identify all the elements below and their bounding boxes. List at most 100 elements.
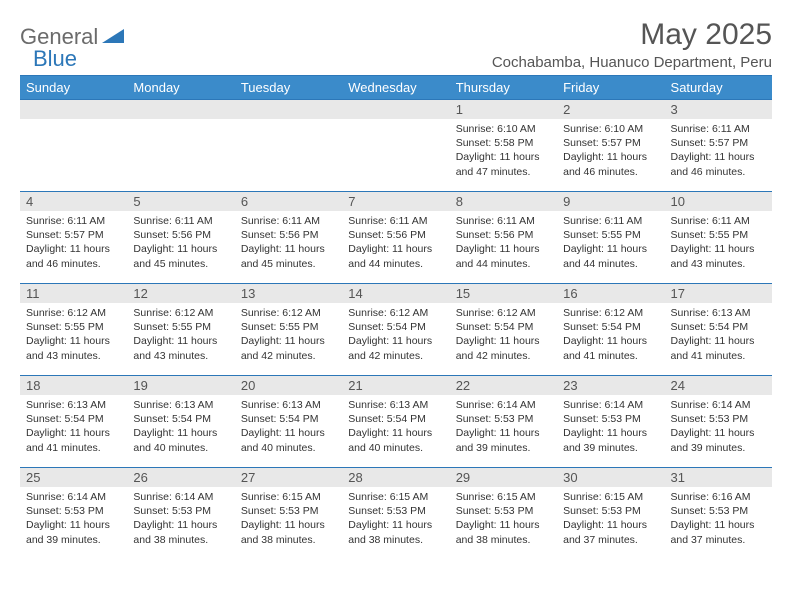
day-details: Sunrise: 6:12 AMSunset: 5:54 PMDaylight:… bbox=[342, 303, 449, 367]
calendar-cell: 23Sunrise: 6:14 AMSunset: 5:53 PMDayligh… bbox=[557, 376, 664, 468]
day-number: 23 bbox=[557, 376, 664, 395]
weekday-header: Sunday bbox=[20, 76, 127, 100]
day-number-empty bbox=[20, 100, 127, 119]
day-details: Sunrise: 6:14 AMSunset: 5:53 PMDaylight:… bbox=[665, 395, 772, 459]
day-number: 11 bbox=[20, 284, 127, 303]
calendar-cell: 4Sunrise: 6:11 AMSunset: 5:57 PMDaylight… bbox=[20, 192, 127, 284]
calendar-cell: 26Sunrise: 6:14 AMSunset: 5:53 PMDayligh… bbox=[127, 468, 234, 560]
day-details: Sunrise: 6:15 AMSunset: 5:53 PMDaylight:… bbox=[557, 487, 664, 551]
calendar-cell: 24Sunrise: 6:14 AMSunset: 5:53 PMDayligh… bbox=[665, 376, 772, 468]
day-details: Sunrise: 6:12 AMSunset: 5:55 PMDaylight:… bbox=[20, 303, 127, 367]
day-number: 24 bbox=[665, 376, 772, 395]
day-number: 20 bbox=[235, 376, 342, 395]
weekday-header: Friday bbox=[557, 76, 664, 100]
calendar-row: 1Sunrise: 6:10 AMSunset: 5:58 PMDaylight… bbox=[20, 100, 772, 192]
logo-text-blue: Blue bbox=[33, 46, 77, 72]
day-details: Sunrise: 6:12 AMSunset: 5:54 PMDaylight:… bbox=[450, 303, 557, 367]
day-number: 8 bbox=[450, 192, 557, 211]
calendar-cell: 10Sunrise: 6:11 AMSunset: 5:55 PMDayligh… bbox=[665, 192, 772, 284]
day-details: Sunrise: 6:11 AMSunset: 5:55 PMDaylight:… bbox=[665, 211, 772, 275]
calendar-row: 25Sunrise: 6:14 AMSunset: 5:53 PMDayligh… bbox=[20, 468, 772, 560]
day-details: Sunrise: 6:10 AMSunset: 5:57 PMDaylight:… bbox=[557, 119, 664, 183]
day-details: Sunrise: 6:12 AMSunset: 5:55 PMDaylight:… bbox=[127, 303, 234, 367]
day-number: 7 bbox=[342, 192, 449, 211]
calendar-cell: 19Sunrise: 6:13 AMSunset: 5:54 PMDayligh… bbox=[127, 376, 234, 468]
calendar-cell bbox=[342, 100, 449, 192]
day-details: Sunrise: 6:11 AMSunset: 5:57 PMDaylight:… bbox=[20, 211, 127, 275]
calendar-cell: 29Sunrise: 6:15 AMSunset: 5:53 PMDayligh… bbox=[450, 468, 557, 560]
weekday-header: Wednesday bbox=[342, 76, 449, 100]
day-details: Sunrise: 6:12 AMSunset: 5:54 PMDaylight:… bbox=[557, 303, 664, 367]
day-details: Sunrise: 6:11 AMSunset: 5:56 PMDaylight:… bbox=[342, 211, 449, 275]
day-details: Sunrise: 6:12 AMSunset: 5:55 PMDaylight:… bbox=[235, 303, 342, 367]
calendar-cell: 9Sunrise: 6:11 AMSunset: 5:55 PMDaylight… bbox=[557, 192, 664, 284]
calendar-cell: 28Sunrise: 6:15 AMSunset: 5:53 PMDayligh… bbox=[342, 468, 449, 560]
day-number: 12 bbox=[127, 284, 234, 303]
day-details: Sunrise: 6:14 AMSunset: 5:53 PMDaylight:… bbox=[127, 487, 234, 551]
day-number: 4 bbox=[20, 192, 127, 211]
calendar-header-row: SundayMondayTuesdayWednesdayThursdayFrid… bbox=[20, 76, 772, 100]
logo-triangle-icon bbox=[102, 27, 124, 48]
day-number: 10 bbox=[665, 192, 772, 211]
calendar-row: 18Sunrise: 6:13 AMSunset: 5:54 PMDayligh… bbox=[20, 376, 772, 468]
title-block: May 2025 Cochabamba, Huanuco Department,… bbox=[492, 18, 772, 71]
day-details: Sunrise: 6:11 AMSunset: 5:56 PMDaylight:… bbox=[235, 211, 342, 275]
weekday-header: Monday bbox=[127, 76, 234, 100]
calendar-cell: 17Sunrise: 6:13 AMSunset: 5:54 PMDayligh… bbox=[665, 284, 772, 376]
calendar-cell: 27Sunrise: 6:15 AMSunset: 5:53 PMDayligh… bbox=[235, 468, 342, 560]
day-details: Sunrise: 6:13 AMSunset: 5:54 PMDaylight:… bbox=[20, 395, 127, 459]
day-number: 15 bbox=[450, 284, 557, 303]
day-details: Sunrise: 6:16 AMSunset: 5:53 PMDaylight:… bbox=[665, 487, 772, 551]
day-details: Sunrise: 6:13 AMSunset: 5:54 PMDaylight:… bbox=[665, 303, 772, 367]
calendar-body: 1Sunrise: 6:10 AMSunset: 5:58 PMDaylight… bbox=[20, 100, 772, 560]
header: General May 2025 Cochabamba, Huanuco Dep… bbox=[20, 18, 772, 71]
day-number: 22 bbox=[450, 376, 557, 395]
day-number: 18 bbox=[20, 376, 127, 395]
calendar-cell: 6Sunrise: 6:11 AMSunset: 5:56 PMDaylight… bbox=[235, 192, 342, 284]
calendar-cell: 21Sunrise: 6:13 AMSunset: 5:54 PMDayligh… bbox=[342, 376, 449, 468]
location-text: Cochabamba, Huanuco Department, Peru bbox=[492, 54, 772, 71]
calendar-row: 4Sunrise: 6:11 AMSunset: 5:57 PMDaylight… bbox=[20, 192, 772, 284]
day-details: Sunrise: 6:15 AMSunset: 5:53 PMDaylight:… bbox=[450, 487, 557, 551]
calendar-cell bbox=[20, 100, 127, 192]
day-number: 13 bbox=[235, 284, 342, 303]
day-details: Sunrise: 6:14 AMSunset: 5:53 PMDaylight:… bbox=[20, 487, 127, 551]
weekday-header: Saturday bbox=[665, 76, 772, 100]
day-details: Sunrise: 6:10 AMSunset: 5:58 PMDaylight:… bbox=[450, 119, 557, 183]
day-number: 9 bbox=[557, 192, 664, 211]
calendar-cell: 5Sunrise: 6:11 AMSunset: 5:56 PMDaylight… bbox=[127, 192, 234, 284]
day-details: Sunrise: 6:15 AMSunset: 5:53 PMDaylight:… bbox=[342, 487, 449, 551]
day-details: Sunrise: 6:15 AMSunset: 5:53 PMDaylight:… bbox=[235, 487, 342, 551]
calendar-cell: 1Sunrise: 6:10 AMSunset: 5:58 PMDaylight… bbox=[450, 100, 557, 192]
day-number: 30 bbox=[557, 468, 664, 487]
day-number: 21 bbox=[342, 376, 449, 395]
calendar-table: SundayMondayTuesdayWednesdayThursdayFrid… bbox=[20, 76, 772, 560]
weekday-header: Thursday bbox=[450, 76, 557, 100]
day-number: 17 bbox=[665, 284, 772, 303]
day-number: 3 bbox=[665, 100, 772, 119]
calendar-cell: 31Sunrise: 6:16 AMSunset: 5:53 PMDayligh… bbox=[665, 468, 772, 560]
calendar-cell: 13Sunrise: 6:12 AMSunset: 5:55 PMDayligh… bbox=[235, 284, 342, 376]
day-details: Sunrise: 6:13 AMSunset: 5:54 PMDaylight:… bbox=[235, 395, 342, 459]
calendar-cell: 22Sunrise: 6:14 AMSunset: 5:53 PMDayligh… bbox=[450, 376, 557, 468]
calendar-cell: 16Sunrise: 6:12 AMSunset: 5:54 PMDayligh… bbox=[557, 284, 664, 376]
calendar-cell: 7Sunrise: 6:11 AMSunset: 5:56 PMDaylight… bbox=[342, 192, 449, 284]
day-details: Sunrise: 6:11 AMSunset: 5:57 PMDaylight:… bbox=[665, 119, 772, 183]
day-details: Sunrise: 6:14 AMSunset: 5:53 PMDaylight:… bbox=[557, 395, 664, 459]
calendar-cell: 8Sunrise: 6:11 AMSunset: 5:56 PMDaylight… bbox=[450, 192, 557, 284]
calendar-cell: 3Sunrise: 6:11 AMSunset: 5:57 PMDaylight… bbox=[665, 100, 772, 192]
calendar-cell bbox=[235, 100, 342, 192]
day-details: Sunrise: 6:13 AMSunset: 5:54 PMDaylight:… bbox=[342, 395, 449, 459]
day-number: 28 bbox=[342, 468, 449, 487]
day-number: 25 bbox=[20, 468, 127, 487]
day-number: 5 bbox=[127, 192, 234, 211]
day-details: Sunrise: 6:13 AMSunset: 5:54 PMDaylight:… bbox=[127, 395, 234, 459]
calendar-cell: 18Sunrise: 6:13 AMSunset: 5:54 PMDayligh… bbox=[20, 376, 127, 468]
calendar-row: 11Sunrise: 6:12 AMSunset: 5:55 PMDayligh… bbox=[20, 284, 772, 376]
day-details: Sunrise: 6:11 AMSunset: 5:55 PMDaylight:… bbox=[557, 211, 664, 275]
day-number: 6 bbox=[235, 192, 342, 211]
day-details: Sunrise: 6:11 AMSunset: 5:56 PMDaylight:… bbox=[450, 211, 557, 275]
calendar-cell: 30Sunrise: 6:15 AMSunset: 5:53 PMDayligh… bbox=[557, 468, 664, 560]
calendar-cell: 14Sunrise: 6:12 AMSunset: 5:54 PMDayligh… bbox=[342, 284, 449, 376]
month-title: May 2025 bbox=[492, 18, 772, 52]
